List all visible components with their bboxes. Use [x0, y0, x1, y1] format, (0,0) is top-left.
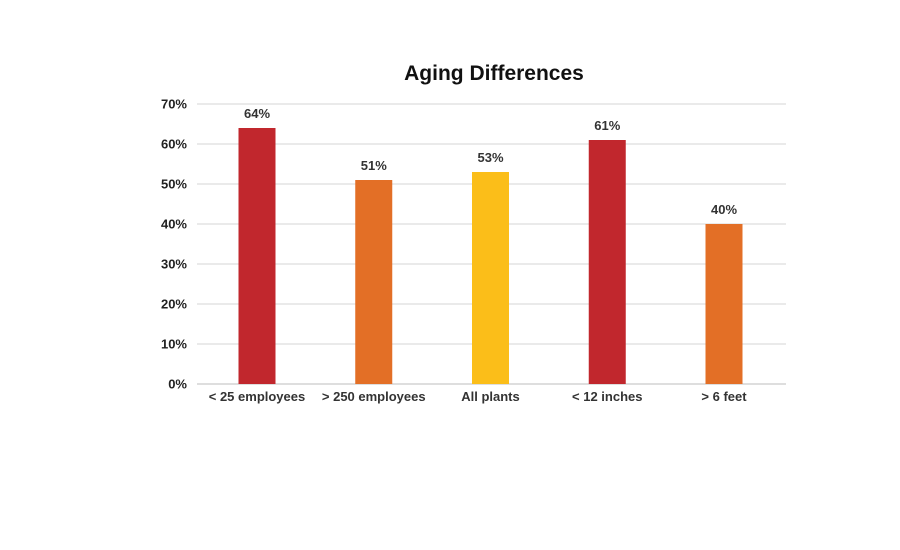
y-tick-label: 50% [161, 177, 187, 192]
data-label: 61% [594, 118, 620, 133]
y-tick-label: 60% [161, 137, 187, 152]
category-label: > 250 employees [322, 389, 426, 404]
chart-title: Aging Differences [404, 62, 584, 85]
category-label: < 12 inches [572, 389, 642, 404]
y-tick-label: 20% [161, 297, 187, 312]
category-label: > 6 feet [701, 389, 747, 404]
data-label: 51% [361, 158, 387, 173]
y-tick-label: 10% [161, 337, 187, 352]
y-tick-label: 30% [161, 257, 187, 272]
x-axis-categories: < 25 employees > 250 employees All plants <… [209, 389, 747, 404]
data-label: 53% [477, 150, 503, 165]
bar [472, 172, 509, 384]
data-label: 40% [711, 202, 737, 217]
category-label: All plants [461, 389, 520, 404]
data-labels: 64% 51% 53% 61% 40% [244, 106, 737, 217]
bar [588, 140, 626, 384]
category-label: < 25 employees [209, 389, 305, 404]
data-label: 64% [244, 106, 270, 121]
y-tick-label: 40% [161, 217, 187, 232]
y-tick-label: 0% [168, 377, 187, 392]
bar [238, 128, 276, 384]
bars [238, 128, 743, 384]
bar [705, 224, 743, 384]
y-tick-label: 70% [161, 97, 187, 112]
bar [355, 180, 393, 384]
y-axis-ticks: 0% 10% 20% 30% 40% 50% 60% 70% [161, 97, 187, 392]
